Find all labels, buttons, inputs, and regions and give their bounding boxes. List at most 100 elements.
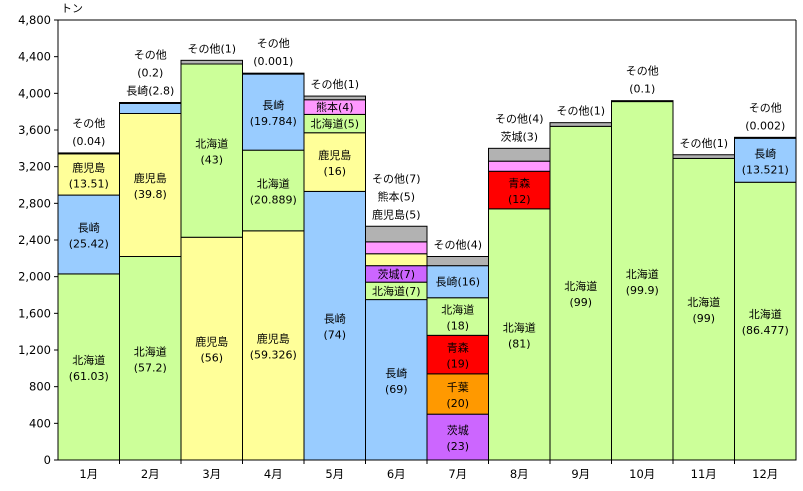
segment-label: 北海道 xyxy=(687,295,720,309)
bar-segment xyxy=(426,297,489,336)
segment-label: 長崎 xyxy=(78,221,100,235)
y-tick-label: 3,600 xyxy=(18,123,51,137)
bar-segment xyxy=(611,100,674,103)
bar-annotation: その他(7) xyxy=(372,172,421,185)
segment-label: 北海道 xyxy=(749,307,782,321)
bar-annotation: その他(1) xyxy=(187,42,236,55)
bar-annotation: その他 xyxy=(257,37,290,50)
bar-segment xyxy=(734,181,797,461)
bar-segment xyxy=(426,265,489,299)
segment-sublabel: (99.9) xyxy=(626,284,659,297)
x-tick-label: 6月 xyxy=(387,467,406,481)
segment-sublabel: (56) xyxy=(200,352,223,365)
bar-segment xyxy=(57,194,120,275)
segment-sublabel: (99) xyxy=(692,312,715,325)
x-tick-label: 8月 xyxy=(510,467,529,481)
bar-annotation: その他(1) xyxy=(556,105,605,118)
bar-segment xyxy=(303,95,366,101)
bar-segment xyxy=(242,230,305,461)
x-tick-label: 12月 xyxy=(752,467,778,481)
segment-sublabel: (20) xyxy=(446,397,469,410)
y-tick-label: 4,800 xyxy=(18,13,51,27)
segment-sublabel: (69) xyxy=(385,383,408,396)
bar-segment xyxy=(611,101,674,461)
bar-segment xyxy=(180,63,243,238)
segment-sublabel: (59.326) xyxy=(250,348,297,361)
bar-segment xyxy=(734,136,797,139)
bar-annotation: その他(4) xyxy=(433,239,482,252)
segment-sublabel: (39.8) xyxy=(134,188,167,201)
x-tick-label: 5月 xyxy=(325,467,344,481)
segment-sublabel: (81) xyxy=(508,337,531,350)
segment-sublabel: (20.889) xyxy=(250,194,297,207)
bar-annotation: 長崎(2.8) xyxy=(126,84,174,98)
bar-annotation: その他(4) xyxy=(495,112,544,125)
x-tick-label: 1月 xyxy=(79,467,98,481)
bar-segment xyxy=(488,170,551,210)
segment-label: 青森 xyxy=(508,176,530,190)
y-tick-label: 1,600 xyxy=(18,306,51,320)
y-tick-label: 2,400 xyxy=(18,233,51,247)
segment-label: 茨城(7) xyxy=(377,267,415,281)
segment-label: 北海道 xyxy=(564,279,597,293)
segment-label: 長崎(16) xyxy=(435,275,480,289)
segment-label: 北海道(7) xyxy=(372,284,421,298)
bar-annotation: その他 xyxy=(72,117,105,130)
segment-label: 青森 xyxy=(447,341,469,355)
bar-annotation: その他 xyxy=(626,65,659,78)
segment-label: 長崎 xyxy=(262,98,284,112)
segment-label: 北海道(5) xyxy=(310,117,359,131)
bar-segment xyxy=(488,160,551,172)
annotations-group: その他 (0.04) その他 (0.2) 長崎(2.8) その他(1) その他 (0.001)… xyxy=(72,37,785,251)
segment-sublabel: (12) xyxy=(508,193,531,206)
x-tick-label: 4月 xyxy=(264,467,283,481)
bar-annotation: 熊本(5) xyxy=(377,189,415,203)
bar-annotation: その他(1) xyxy=(679,137,728,150)
bar-segment xyxy=(672,157,735,461)
bar-segment xyxy=(426,373,489,415)
segment-sublabel: (74) xyxy=(323,329,346,342)
segment-label: 鹿児島 xyxy=(72,160,105,174)
bar-segment xyxy=(303,132,366,192)
y-tick-label: 2,000 xyxy=(18,270,51,284)
segment-label: 鹿児島 xyxy=(195,335,228,349)
bar-segment xyxy=(242,149,305,232)
y-tick-label: 3,200 xyxy=(18,160,51,174)
x-tick-label: 11月 xyxy=(691,467,717,481)
x-tick-label: 7月 xyxy=(448,467,467,481)
bar-annotation: その他 xyxy=(134,49,167,62)
bar-segment xyxy=(57,152,120,155)
bar-segment xyxy=(549,122,612,127)
bar-segment xyxy=(119,102,182,104)
bar-annotation: (0.1) xyxy=(629,83,655,96)
bar-segment xyxy=(180,59,243,65)
bar-annotation: (0.04) xyxy=(72,135,105,148)
bar-segment xyxy=(426,413,489,461)
segment-label: 長崎 xyxy=(385,366,407,380)
segment-label: 北海道 xyxy=(257,177,290,191)
bar-segment xyxy=(549,125,612,461)
segment-label: 茨城 xyxy=(447,423,469,437)
segment-sublabel: (23) xyxy=(446,440,469,453)
bar-annotation: (0.002) xyxy=(745,119,785,132)
segment-sublabel: (86.477) xyxy=(742,324,789,337)
bar-segment xyxy=(242,72,305,75)
segment-sublabel: (43) xyxy=(200,154,223,167)
bar-segment xyxy=(180,236,243,461)
x-axis: 1月 2月 3月 4月 5月 6月 7月 8月 9月 10月 11月 12月 xyxy=(79,460,778,481)
x-tick-label: 2月 xyxy=(141,467,160,481)
segment-label: 北海道 xyxy=(626,267,659,281)
bar-segment xyxy=(119,256,182,461)
segment-label: 鹿児島 xyxy=(257,331,290,345)
segment-label: 千葉 xyxy=(447,380,469,394)
segment-label: 北海道 xyxy=(134,344,167,358)
segment-label: 鹿児島 xyxy=(134,171,167,185)
bar-annotation: その他 xyxy=(749,101,782,114)
x-tick-label: 9月 xyxy=(571,467,590,481)
bar-segment xyxy=(57,273,120,461)
segment-label: 長崎 xyxy=(754,146,776,160)
bar-annotation: 鹿児島(5) xyxy=(372,207,421,221)
segment-label: 熊本(4) xyxy=(316,100,354,114)
segment-sublabel: (13.521) xyxy=(742,163,789,176)
